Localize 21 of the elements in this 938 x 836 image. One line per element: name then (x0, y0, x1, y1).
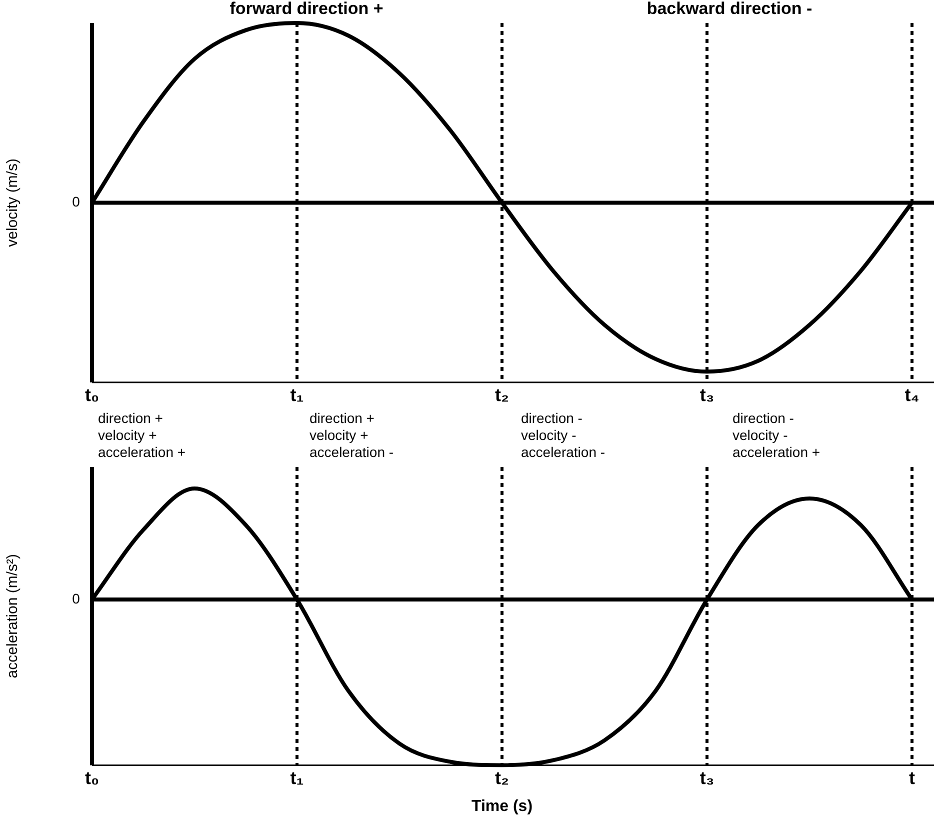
x-tick-label: t₄ (904, 385, 920, 406)
text: direction - velocity - acceleration - (520, 410, 606, 461)
x-tick-label: t₁ (290, 768, 304, 788)
text: backward direction - (646, 0, 814, 18)
x-tick-label: t₁ (290, 385, 304, 406)
text: forward direction + (228, 0, 384, 18)
x-tick-label: t₃ (700, 768, 714, 788)
y-axis-title: acceleration (m/s²) (4, 554, 22, 678)
x-axis-title: Time (s) (471, 798, 533, 815)
y-axis-title: velocity (m/s) (4, 158, 22, 247)
x-tick-label: t₀ (84, 385, 100, 406)
x-tick-label: t₂ (495, 385, 509, 406)
x-tick-label: t₂ (495, 768, 509, 788)
x-tick-label: t₀ (84, 768, 100, 788)
annotation: 0 (72, 194, 80, 210)
x-tick-label: t (909, 768, 915, 788)
text: direction + velocity + acceleration - (308, 410, 395, 461)
x-tick-label: t₃ (700, 385, 714, 406)
text: direction - velocity - acceleration + (732, 410, 822, 461)
text: direction + velocity + acceleration + (97, 410, 187, 461)
annotation: 0 (72, 590, 80, 606)
